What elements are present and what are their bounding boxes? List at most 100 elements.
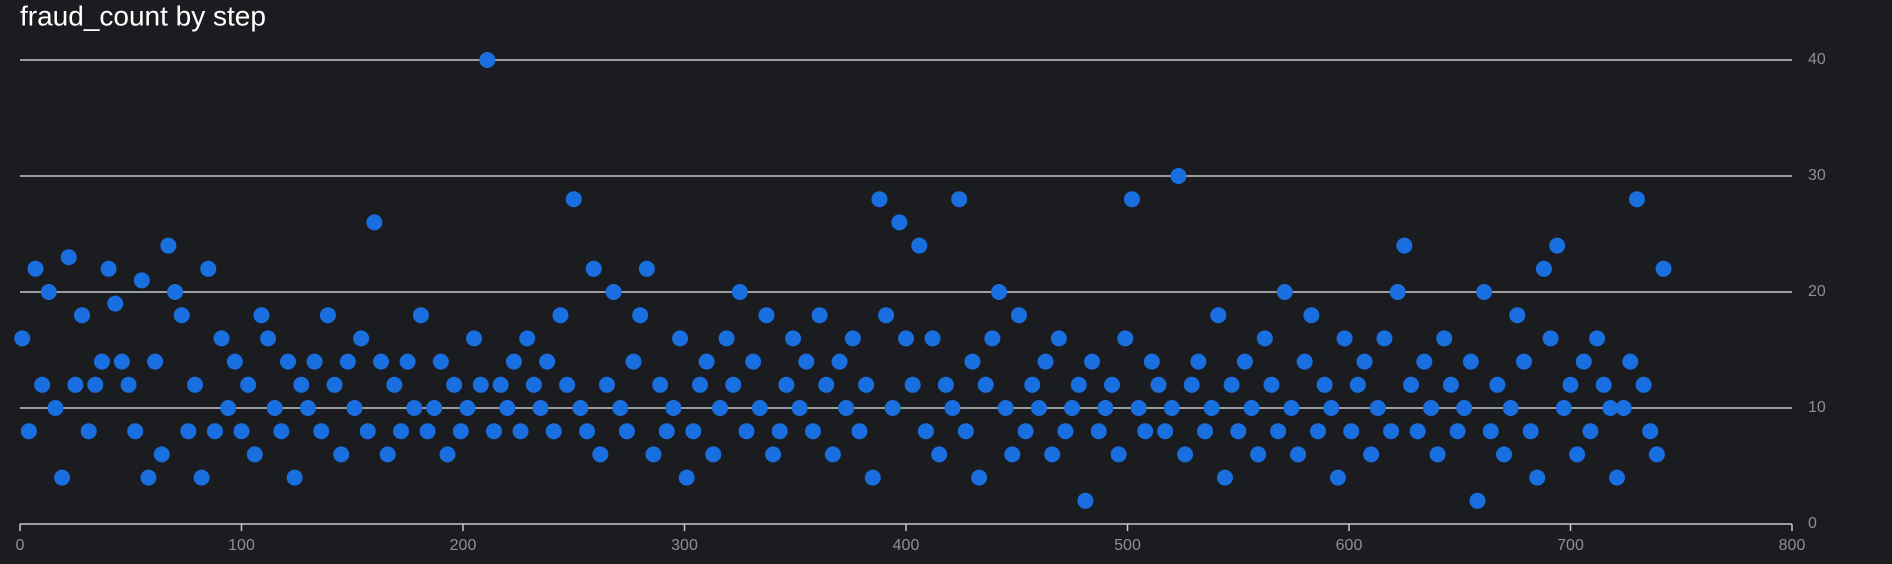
point <box>605 284 622 300</box>
point <box>386 376 403 393</box>
point <box>1090 423 1107 440</box>
point <box>904 376 921 393</box>
point <box>1010 307 1027 324</box>
point <box>200 260 217 277</box>
point <box>964 353 981 370</box>
point <box>1157 423 1174 440</box>
point <box>54 469 71 486</box>
point <box>559 376 576 393</box>
point <box>253 307 270 324</box>
point <box>133 272 150 289</box>
point <box>1296 353 1313 370</box>
point <box>1389 284 1406 300</box>
point <box>1044 446 1061 463</box>
point <box>931 446 948 463</box>
point <box>1243 400 1260 416</box>
point <box>1077 492 1094 509</box>
point <box>884 400 901 416</box>
x-tick-label: 200 <box>450 537 477 554</box>
point <box>598 376 615 393</box>
point <box>1130 400 1147 416</box>
point <box>1024 376 1041 393</box>
point <box>612 400 629 416</box>
point <box>1562 376 1579 393</box>
point <box>1482 423 1499 440</box>
point <box>851 423 868 440</box>
point <box>745 353 762 370</box>
point <box>87 376 104 393</box>
point <box>957 423 974 440</box>
point <box>1336 330 1353 347</box>
point <box>711 400 728 416</box>
point <box>505 353 522 370</box>
point <box>618 423 635 440</box>
point <box>1163 400 1180 416</box>
point <box>1383 423 1400 440</box>
x-tick-label: 700 <box>1557 537 1584 554</box>
point <box>1270 423 1287 440</box>
point <box>486 423 503 440</box>
point <box>286 469 303 486</box>
point <box>1549 237 1566 254</box>
point <box>20 423 37 440</box>
point <box>406 400 423 416</box>
point <box>898 330 914 347</box>
point <box>512 423 529 440</box>
point <box>977 376 994 393</box>
point <box>652 376 669 393</box>
point <box>572 400 589 416</box>
point <box>1210 307 1227 324</box>
point <box>804 423 821 440</box>
point <box>392 423 409 440</box>
point <box>439 446 456 463</box>
point <box>1369 400 1386 416</box>
point <box>1216 469 1233 486</box>
point <box>1542 330 1559 347</box>
point <box>718 330 735 347</box>
x-tick-label: 800 <box>1779 537 1806 554</box>
point <box>14 330 31 347</box>
point <box>997 400 1014 416</box>
point <box>260 330 277 347</box>
point <box>991 284 1008 300</box>
point <box>93 353 110 370</box>
point <box>359 423 376 440</box>
point <box>1642 423 1659 440</box>
point <box>1030 400 1047 416</box>
point <box>379 446 396 463</box>
point <box>552 307 569 324</box>
point <box>791 400 808 416</box>
point <box>951 191 968 208</box>
point <box>525 376 542 393</box>
point <box>153 446 170 463</box>
point <box>1256 330 1273 347</box>
point <box>1276 284 1293 300</box>
point <box>871 191 888 208</box>
point <box>545 423 562 440</box>
point <box>1223 376 1240 393</box>
point <box>1170 168 1187 184</box>
point <box>147 353 164 370</box>
point <box>499 400 516 416</box>
point <box>1103 376 1120 393</box>
point <box>1349 376 1366 393</box>
point <box>785 330 802 347</box>
point <box>1529 469 1546 486</box>
point <box>1363 446 1380 463</box>
point <box>74 307 91 324</box>
point <box>273 423 290 440</box>
point <box>1250 446 1267 463</box>
point <box>452 423 469 440</box>
point <box>193 469 210 486</box>
point <box>40 284 57 300</box>
y-tick-label: 40 <box>1808 51 1826 68</box>
point <box>565 191 582 208</box>
point <box>67 376 84 393</box>
x-tick-label: 100 <box>228 537 255 554</box>
point <box>658 423 675 440</box>
point <box>47 400 64 416</box>
point <box>299 400 316 416</box>
point <box>1123 191 1140 208</box>
point <box>1329 469 1346 486</box>
